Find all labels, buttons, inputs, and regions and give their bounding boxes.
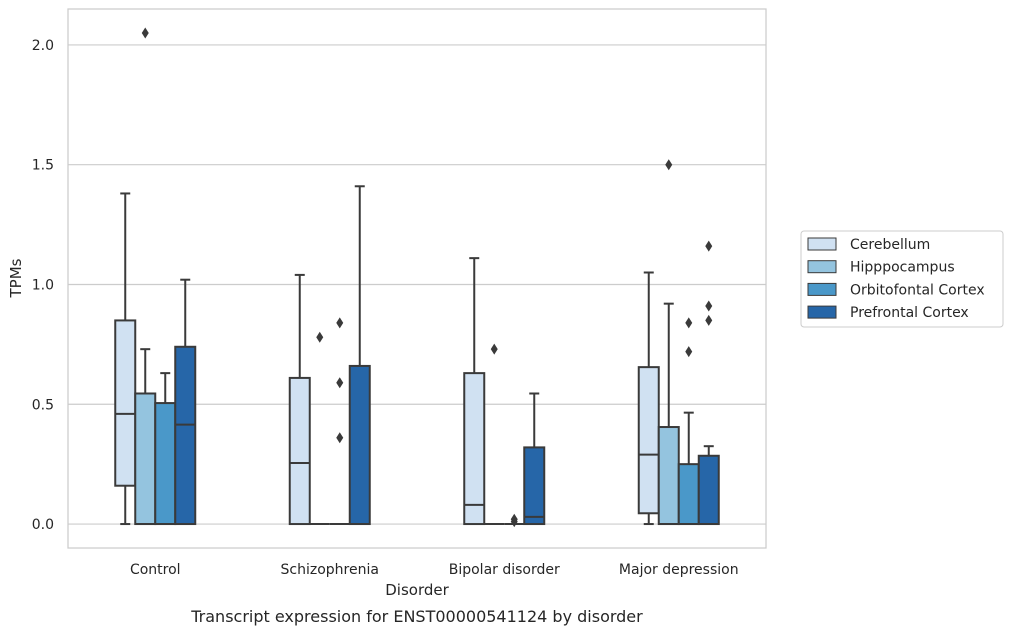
box-cerebellum-control bbox=[114, 192, 137, 526]
y-axis-ticks: 0.0 0.5 1.0 1.5 2.0 bbox=[32, 38, 54, 533]
legend-item: Hipppocampus bbox=[807, 260, 955, 276]
x-tick-label: Control bbox=[130, 562, 181, 578]
y-tick-label: 0.5 bbox=[32, 397, 54, 413]
outlier-point bbox=[685, 317, 693, 329]
legend-label: Hipppocampus bbox=[850, 260, 955, 276]
box-body bbox=[174, 345, 197, 526]
box-body bbox=[348, 364, 371, 526]
box-body bbox=[637, 366, 660, 515]
box-cerebellum-schizophrenia bbox=[288, 273, 311, 526]
legend-item: Cerebellum bbox=[807, 237, 930, 253]
outlier-point bbox=[685, 346, 693, 358]
x-axis-ticks: Control Schizophrenia Bipolar disorder Majo… bbox=[130, 562, 739, 578]
box-body bbox=[114, 319, 137, 487]
legend-swatch bbox=[807, 305, 837, 319]
box-hipppocampus-schizophrenia bbox=[309, 331, 330, 526]
outlier-point bbox=[336, 377, 344, 389]
y-tick-label: 1.0 bbox=[32, 277, 54, 293]
legend-frame bbox=[800, 230, 1004, 328]
box-body bbox=[677, 463, 700, 526]
outlier-point bbox=[665, 159, 673, 171]
box-body bbox=[154, 402, 177, 526]
box-orbitofontal-cortex-bipolar-disorder bbox=[504, 513, 525, 528]
box-prefrontal-cortex-control bbox=[174, 278, 197, 526]
y-tick-label: 0.0 bbox=[32, 517, 54, 533]
outlier-point bbox=[141, 27, 149, 39]
box-hipppocampus-bipolar-disorder bbox=[484, 343, 505, 526]
legend-swatch bbox=[807, 282, 837, 296]
box-hipppocampus-major-depression bbox=[657, 159, 680, 526]
box-cerebellum-bipolar-disorder bbox=[463, 257, 486, 526]
box-orbitofontal-cortex-control bbox=[154, 372, 177, 526]
outlier-point bbox=[705, 240, 713, 252]
legend-swatch bbox=[807, 260, 837, 274]
outlier-point bbox=[510, 513, 518, 525]
box-body bbox=[134, 392, 157, 526]
legend-item: Prefrontal Cortex bbox=[807, 305, 969, 321]
box-prefrontal-cortex-bipolar-disorder bbox=[523, 392, 546, 526]
outlier-point bbox=[336, 317, 344, 329]
box-hipppocampus-control bbox=[134, 27, 157, 526]
boxes bbox=[114, 27, 720, 528]
outlier-point bbox=[705, 300, 713, 312]
box-body bbox=[523, 446, 546, 526]
outlier-point bbox=[336, 432, 344, 444]
box-body bbox=[657, 426, 680, 526]
chart-caption: Transcript expression for ENST0000054112… bbox=[190, 607, 643, 626]
x-tick-label: Bipolar disorder bbox=[449, 562, 560, 578]
x-tick-label: Schizophrenia bbox=[281, 562, 379, 578]
box-body bbox=[697, 454, 720, 526]
box-prefrontal-cortex-schizophrenia bbox=[348, 185, 371, 526]
legend-swatch bbox=[807, 237, 837, 251]
legend: Cerebellum Hipppocampus Orbitofontal Corte… bbox=[800, 230, 1004, 328]
outlier-point bbox=[705, 314, 713, 326]
legend-item: Orbitofontal Cortex bbox=[807, 282, 985, 298]
plot-area-frame bbox=[67, 8, 767, 549]
box-body bbox=[288, 376, 311, 526]
y-tick-label: 1.5 bbox=[32, 158, 54, 174]
outlier-point bbox=[490, 343, 498, 355]
box-orbitofontal-cortex-major-depression bbox=[677, 317, 700, 526]
box-body bbox=[463, 372, 486, 526]
x-axis-label: Disorder bbox=[385, 581, 449, 599]
box-cerebellum-major-depression bbox=[637, 271, 660, 526]
outlier-point bbox=[316, 331, 324, 343]
y-tick-label: 2.0 bbox=[32, 38, 54, 54]
legend-label: Orbitofontal Cortex bbox=[850, 282, 985, 298]
box-prefrontal-cortex-major-depression bbox=[697, 240, 720, 526]
legend-label: Cerebellum bbox=[850, 237, 930, 253]
legend-label: Prefrontal Cortex bbox=[850, 305, 969, 321]
x-tick-label: Major depression bbox=[619, 562, 739, 578]
box-orbitofontal-cortex-schizophrenia bbox=[329, 317, 350, 526]
y-axis-label: TPMs bbox=[7, 258, 25, 298]
